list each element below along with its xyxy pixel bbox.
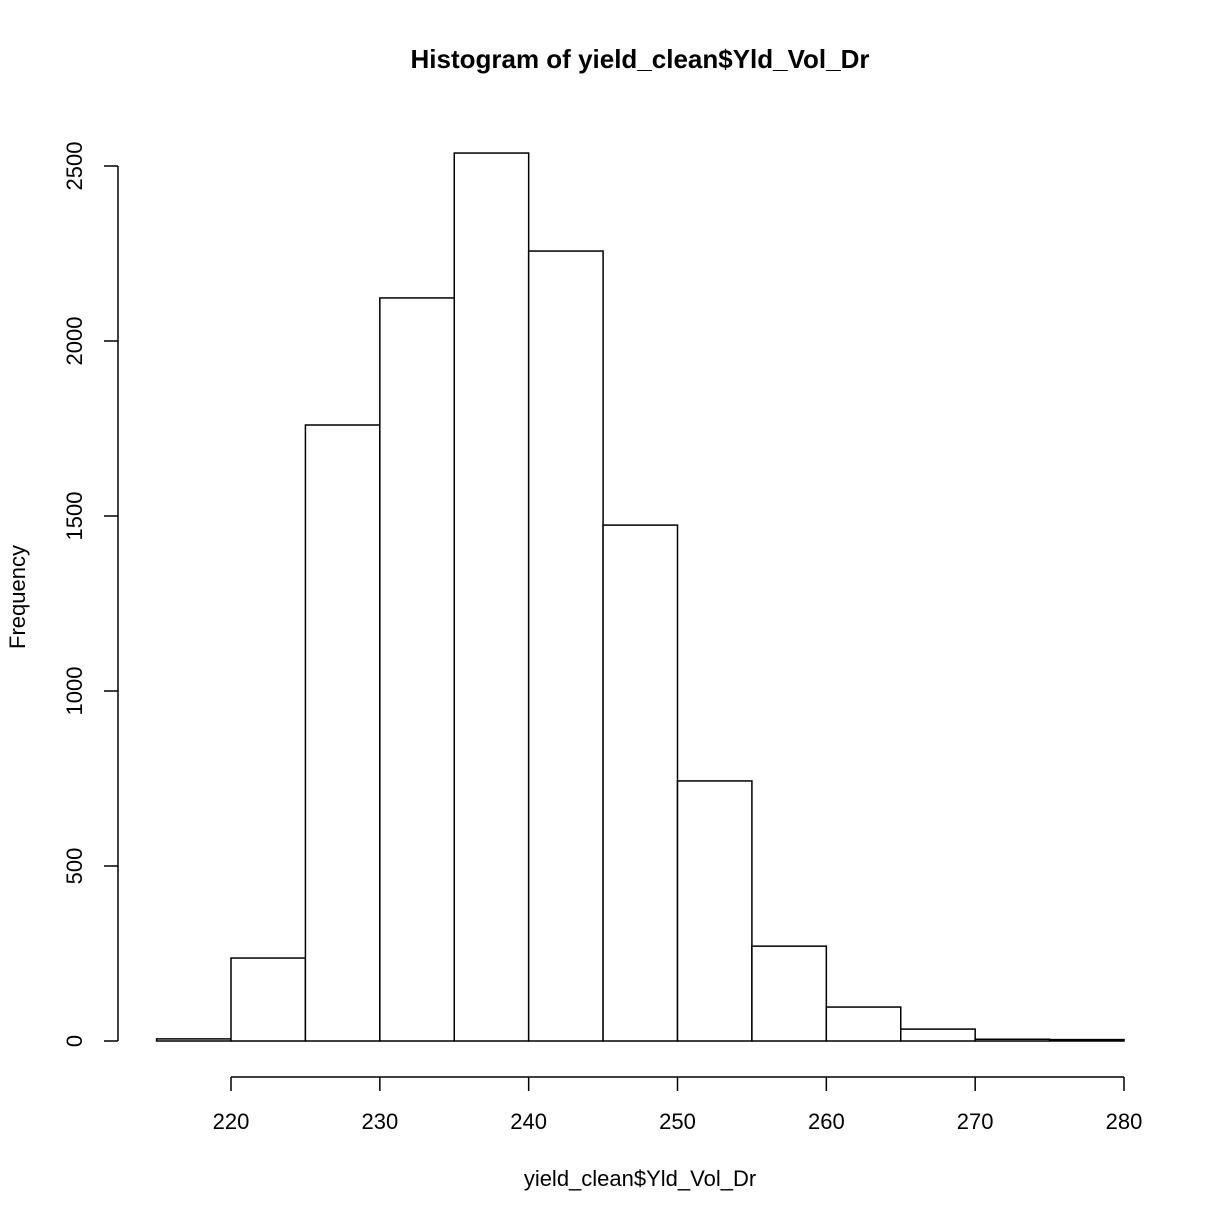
y-tick: 2000 (62, 317, 118, 366)
x-tick: 280 (1106, 1077, 1143, 1134)
svg-text:230: 230 (361, 1109, 398, 1134)
histogram-bar (230, 957, 307, 1042)
y-tick: 0 (62, 1035, 118, 1047)
svg-text:260: 260 (808, 1109, 845, 1134)
histogram-bar (602, 524, 679, 1042)
svg-text:270: 270 (957, 1109, 994, 1134)
x-axis: 220 230 240 250 260 270 280 (213, 1076, 1143, 1134)
histogram-bar (453, 152, 530, 1042)
histogram-bar (676, 780, 753, 1042)
histogram-bar (900, 1028, 976, 1042)
histogram-bar (974, 1038, 1051, 1042)
svg-text:250: 250 (659, 1109, 696, 1134)
y-axis: 0 500 1000 1500 2000 2500 (62, 142, 119, 1047)
histogram-bar (825, 1006, 902, 1042)
histogram-bar (304, 424, 381, 1042)
y-tick: 500 (62, 848, 118, 885)
x-tick: 240 (510, 1077, 547, 1134)
histogram-bar (1048, 1038, 1125, 1042)
x-tick: 230 (361, 1077, 398, 1134)
svg-text:2000: 2000 (62, 317, 87, 366)
svg-text:1500: 1500 (62, 492, 87, 541)
svg-text:280: 280 (1106, 1109, 1143, 1134)
svg-text:500: 500 (62, 848, 87, 885)
histogram-bar (751, 945, 828, 1042)
svg-text:2500: 2500 (62, 142, 87, 191)
x-tick: 220 (213, 1077, 250, 1134)
x-tick: 250 (659, 1077, 696, 1134)
y-tick: 1000 (62, 667, 118, 716)
histogram-bar (379, 297, 456, 1042)
x-tick: 270 (957, 1077, 994, 1134)
chart-title: Histogram of yield_clean$Yld_Vol_Dr (410, 44, 870, 74)
svg-text:240: 240 (510, 1109, 547, 1134)
x-axis-label: yield_clean$Yld_Vol_Dr (523, 1166, 757, 1191)
x-tick: 260 (808, 1077, 845, 1134)
bars (155, 152, 1125, 1042)
svg-text:0: 0 (62, 1035, 87, 1047)
histogram-bar (155, 1038, 232, 1042)
svg-text:220: 220 (213, 1109, 250, 1134)
histogram-bar (527, 250, 604, 1042)
y-tick: 1500 (62, 492, 118, 541)
y-tick: 2500 (62, 142, 118, 191)
svg-text:1000: 1000 (62, 667, 87, 716)
